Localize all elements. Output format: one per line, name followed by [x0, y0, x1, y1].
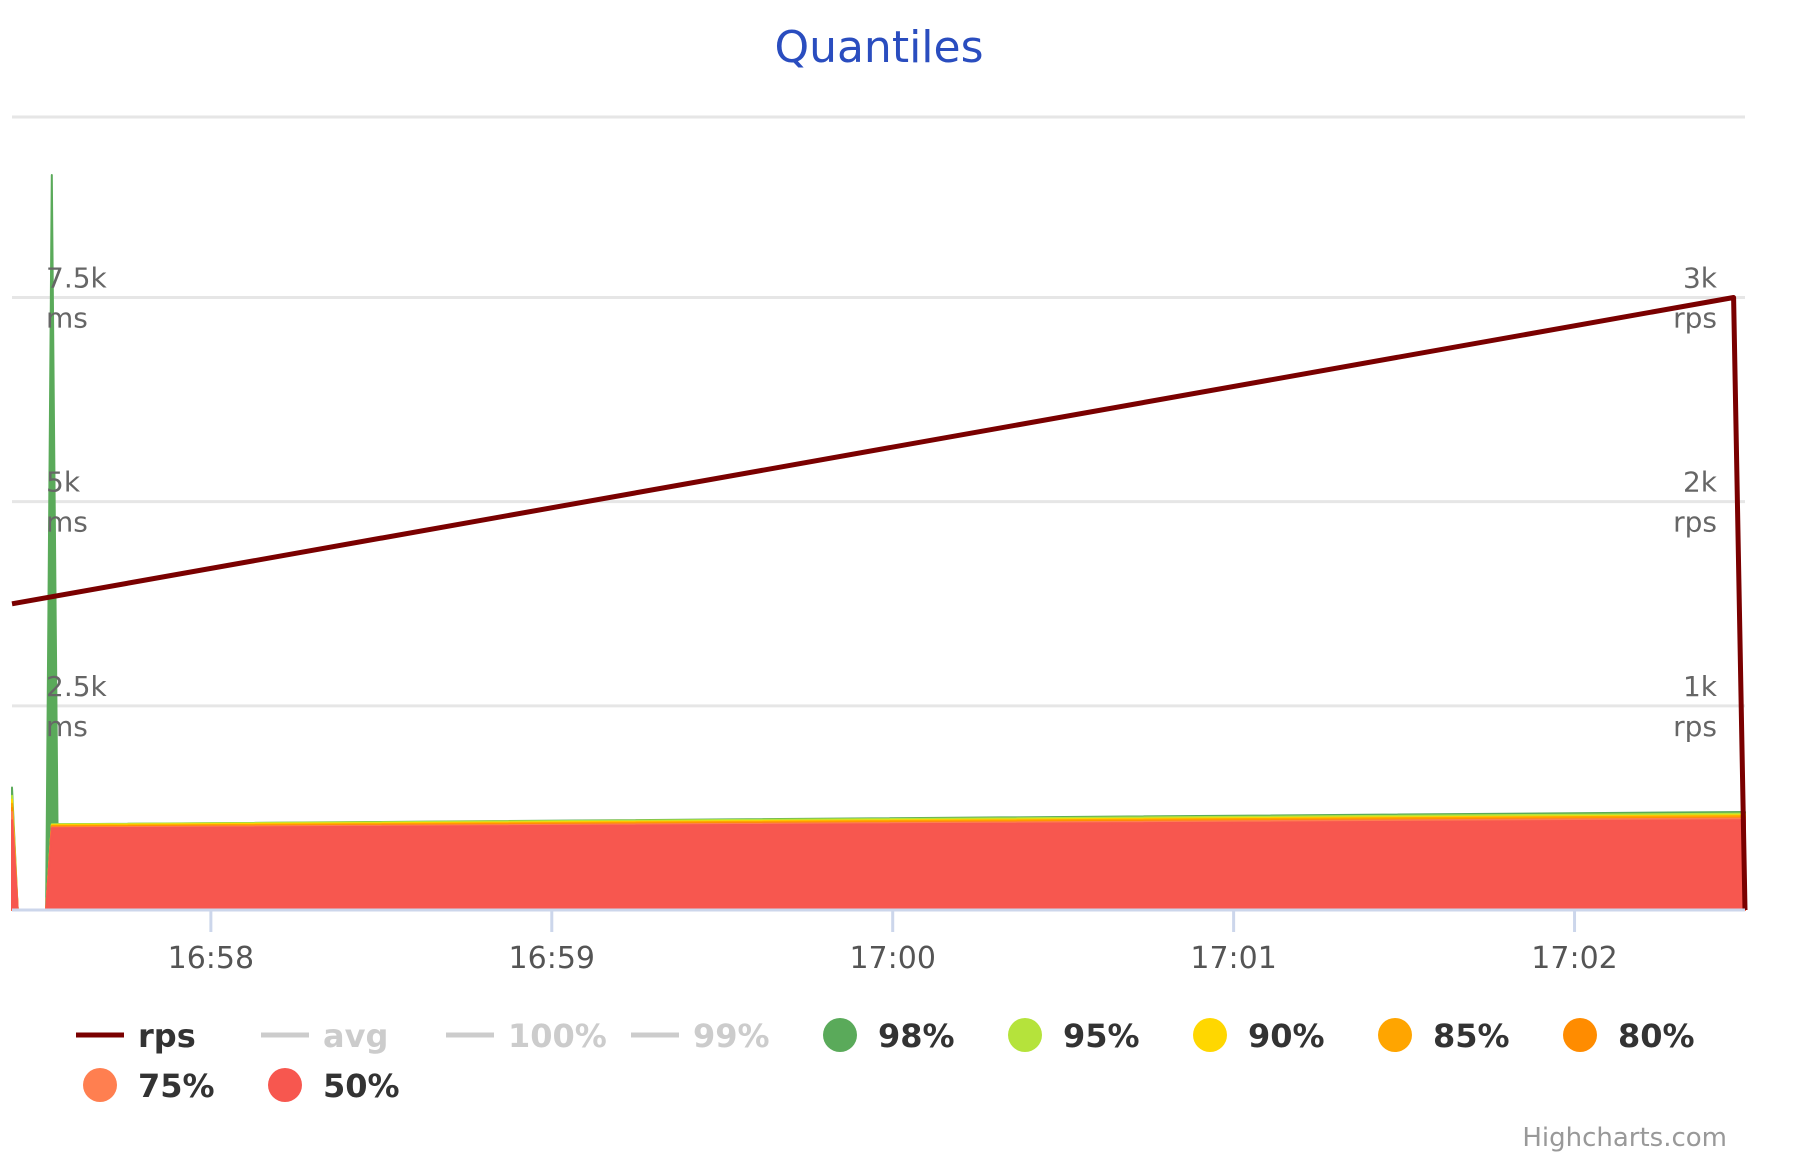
rps-layer — [11, 295, 1748, 911]
legend-label: 90% — [1248, 1017, 1325, 1055]
y-left-tick-label: 5k — [46, 466, 81, 499]
y-right-tick-unit: rps — [1673, 302, 1717, 335]
y-right-tick-label: 3k — [1683, 262, 1718, 295]
y-left-tick-unit: ms — [46, 710, 88, 743]
x-tick-label: 17:01 — [1190, 941, 1276, 976]
y-left-tick-label: 2.5k — [46, 670, 108, 703]
axes: 2.5k ms 1k rps 5k ms 2k rps 7.5k ms 3k rps 16:58 16:5… — [12, 262, 1745, 976]
y-right-tick-label: 1k — [1683, 670, 1718, 703]
x-tick-label: 16:59 — [509, 941, 595, 976]
legend-item-90pct[interactable]: 90% — [1193, 1017, 1325, 1055]
legend-label: 99% — [693, 1017, 770, 1055]
legend-symbol — [823, 1018, 857, 1052]
y-left-tick-unit: ms — [46, 506, 88, 539]
legend-item-75pct[interactable]: 75% — [83, 1067, 215, 1105]
legend-item-95pct[interactable]: 95% — [1008, 1017, 1140, 1055]
y-right-tick-unit: rps — [1673, 506, 1717, 539]
y-right-tick-label: 2k — [1683, 466, 1718, 499]
chart-title: Quantiles — [774, 22, 983, 73]
legend-item-50pct[interactable]: 50% — [268, 1067, 400, 1105]
legend-symbol — [83, 1068, 117, 1102]
y-left-tick-label: 7.5k — [46, 262, 108, 295]
legend[interactable]: rps avg 100% 99% 98% 95% 90% 85% 80% 75% 50% — [76, 1017, 1695, 1105]
legend-label: 100% — [508, 1017, 607, 1055]
x-tick-label: 17:00 — [849, 941, 935, 976]
y-right-tick-unit: rps — [1673, 710, 1717, 743]
legend-label: 80% — [1618, 1017, 1695, 1055]
credits: Highcharts.com — [1522, 1123, 1727, 1153]
legend-label: 98% — [878, 1017, 955, 1055]
area-98pct — [11, 174, 1746, 911]
area-50pct — [11, 819, 1746, 911]
legend-symbol — [1378, 1018, 1412, 1052]
legend-symbol — [268, 1068, 302, 1102]
legend-item-80pct[interactable]: 80% — [1563, 1017, 1695, 1055]
legend-label: rps — [138, 1017, 196, 1055]
legend-label: avg — [323, 1017, 388, 1055]
legend-item-100pct[interactable]: 100% — [446, 1017, 607, 1055]
legend-label: 85% — [1433, 1017, 1510, 1055]
y-left-tick-unit: ms — [46, 302, 88, 335]
legend-item-avg[interactable]: avg — [261, 1017, 388, 1055]
grid-lines — [12, 296, 1745, 708]
rps-line — [11, 295, 1748, 911]
legend-item-rps[interactable]: rps — [76, 1017, 196, 1055]
legend-item-98pct[interactable]: 98% — [823, 1017, 955, 1055]
legend-label: 50% — [323, 1067, 400, 1105]
x-tick-label: 17:02 — [1531, 941, 1617, 976]
legend-item-85pct[interactable]: 85% — [1378, 1017, 1510, 1055]
legend-label: 95% — [1063, 1017, 1140, 1055]
legend-item-99pct[interactable]: 99% — [631, 1017, 770, 1055]
quantile-areas — [11, 174, 1746, 911]
legend-label: 75% — [138, 1067, 215, 1105]
legend-symbol — [1008, 1018, 1042, 1052]
legend-symbol — [1563, 1018, 1597, 1052]
x-tick-label: 16:58 — [168, 941, 254, 976]
legend-symbol — [1193, 1018, 1227, 1052]
